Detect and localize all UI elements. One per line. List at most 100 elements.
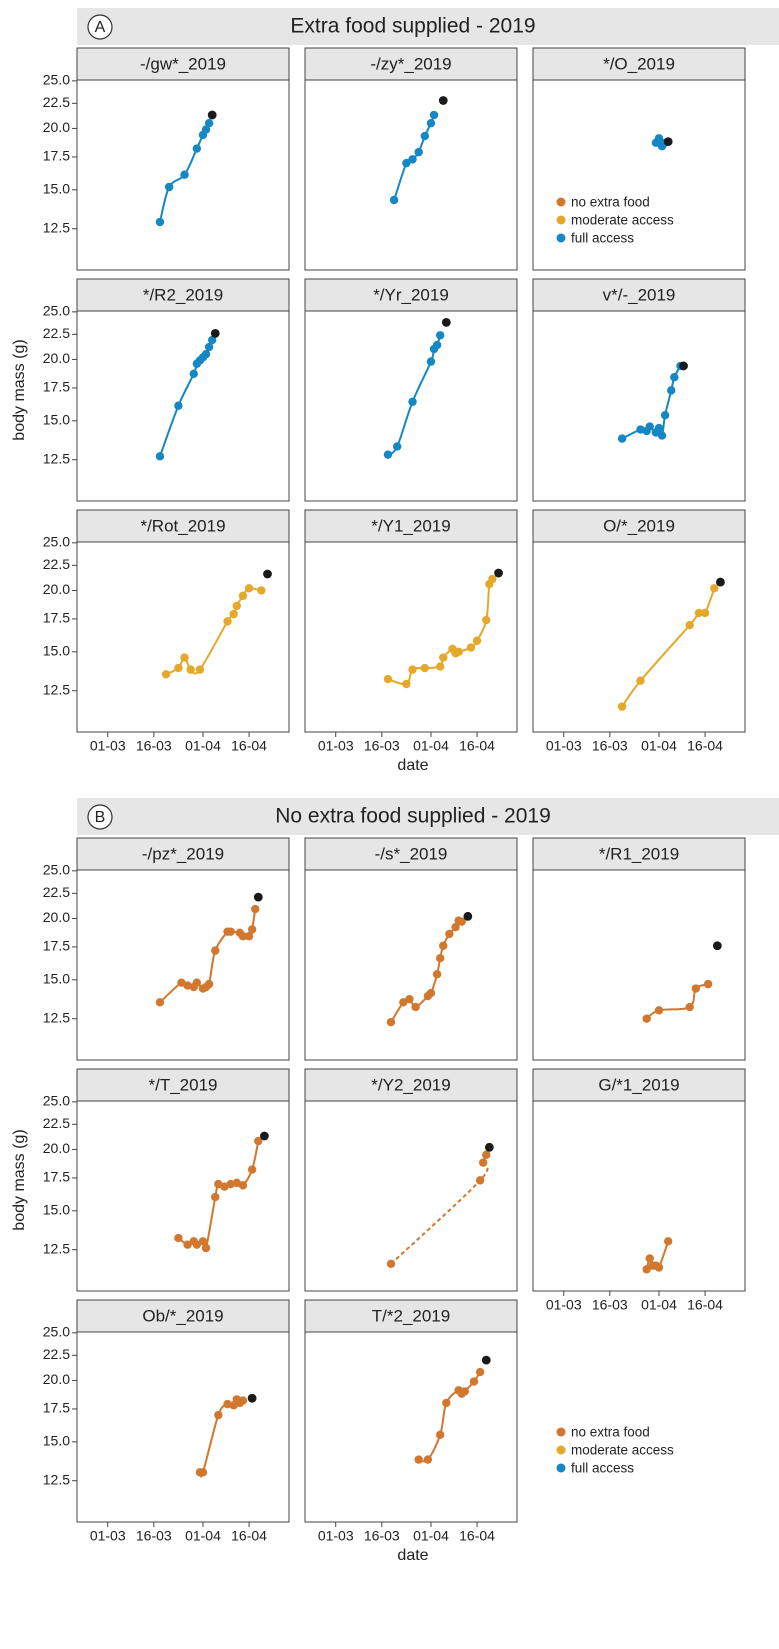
panel-frame: [532, 837, 746, 1061]
legend-label: no extra food: [571, 1425, 650, 1440]
data-point: [654, 134, 664, 143]
data-point: [420, 131, 430, 141]
data-point: [189, 369, 198, 378]
y-tick-label: 22.5: [43, 1115, 70, 1131]
panel: */R2_2019 12.5 15.0 17.5 20.0 22.5 25.0: [43, 278, 290, 502]
data-point: [429, 110, 439, 120]
final-point: [253, 892, 263, 902]
y-tick-label: 12.5: [43, 1009, 70, 1025]
x-tick-label: 01-04: [641, 1297, 677, 1313]
series: [414, 1355, 491, 1464]
panel-title: G/*1_2019: [598, 1075, 679, 1094]
panel-title: -/pz*_2019: [142, 844, 224, 863]
y-tick-label: 12.5: [43, 219, 70, 235]
data-point: [691, 984, 701, 993]
data-point: [451, 922, 460, 932]
panel-title: */T_2019: [149, 1075, 218, 1094]
panel-frame: [76, 278, 290, 502]
panel-strip: [304, 1299, 518, 1333]
data-point: [703, 979, 713, 989]
data-point: [244, 932, 254, 941]
panel: -/s*_2019: [304, 837, 518, 1061]
data-point: [174, 663, 183, 673]
data-point: [617, 434, 627, 443]
data-point: [488, 574, 497, 584]
data-point: [392, 442, 402, 451]
y-tick-label: 17.5: [43, 1400, 70, 1416]
data-point: [201, 1243, 211, 1253]
y-axis-label: body mass (g): [11, 1129, 28, 1230]
data-point: [198, 1468, 208, 1477]
data-point: [654, 1263, 664, 1272]
data-point: [645, 1254, 654, 1263]
legend-swatch: [556, 197, 566, 207]
x-tick-label: 01-03: [318, 738, 354, 754]
y-tick-label: 20.0: [43, 581, 70, 597]
y-tick-label: 22.5: [43, 94, 70, 110]
data-point: [204, 118, 214, 128]
y-tick-label: 25.0: [43, 303, 70, 319]
panel-title: */R2_2019: [143, 285, 223, 304]
y-tick-label: 20.0: [43, 909, 70, 925]
y-tick-label: 15.0: [43, 1202, 70, 1218]
data-point: [694, 608, 704, 618]
panel-title: */Rot_2019: [140, 516, 225, 535]
panel-frame: [532, 47, 746, 271]
panel-strip: [304, 837, 518, 871]
y-tick-label: 25.0: [43, 72, 70, 88]
y-tick-label: 25.0: [43, 534, 70, 550]
final-point: [716, 577, 725, 587]
data-point: [685, 1002, 694, 1012]
panel-title: T/*2_2019: [372, 1306, 450, 1325]
data-point: [402, 679, 411, 689]
data-point: [211, 946, 220, 955]
data-point: [257, 586, 266, 595]
legend-label: full access: [571, 1461, 634, 1476]
series: [617, 361, 688, 443]
legend-label: no extra food: [571, 195, 650, 210]
data-point: [161, 670, 171, 679]
panel-strip: [304, 47, 518, 81]
y-tick-label: 25.0: [43, 1093, 70, 1109]
data-point: [479, 1158, 488, 1167]
series: [386, 911, 473, 1027]
data-point: [408, 397, 417, 406]
panel-frame: [532, 509, 746, 733]
panel-frame: [532, 278, 746, 502]
y-tick-label: 12.5: [43, 1240, 70, 1256]
final-point: [260, 1131, 269, 1141]
data-point: [155, 217, 165, 227]
final-point: [494, 568, 503, 578]
series: [161, 569, 272, 679]
panel-frame: [304, 509, 518, 733]
panel: Ob/*_2019 12.5 15.0 17.5 20.0 22.5 25.0 01-03 16…: [43, 1299, 290, 1544]
data-point: [201, 349, 211, 359]
series: [642, 941, 722, 1023]
data-point: [204, 342, 214, 352]
legend-swatch: [556, 215, 566, 225]
data-point: [180, 653, 189, 662]
x-tick-label: 01-04: [185, 738, 221, 754]
section-label: A: [95, 19, 106, 36]
y-tick-label: 12.5: [43, 450, 70, 466]
x-tick-label: 16-04: [459, 738, 495, 754]
data-point: [466, 643, 476, 652]
panel: */Rot_2019 12.5 15.0 17.5 20.0 22.5 25.0 01-03 1…: [43, 509, 290, 754]
final-point: [247, 1393, 257, 1403]
panel-strip: [76, 47, 290, 81]
y-tick-label: 22.5: [43, 884, 70, 900]
panel-strip: [532, 278, 746, 312]
data-point: [180, 170, 189, 179]
final-point: [679, 361, 688, 371]
panel-frame: [304, 837, 518, 1061]
panel: v*/-_2019: [532, 278, 746, 502]
data-point: [405, 994, 414, 1004]
x-axis-label: date: [397, 757, 428, 774]
data-point: [232, 601, 241, 611]
legend-label: moderate access: [571, 213, 674, 228]
data-point: [254, 1136, 263, 1146]
y-tick-label: 20.0: [43, 1140, 70, 1156]
data-point: [445, 929, 454, 939]
data-point: [223, 617, 232, 626]
data-point: [457, 917, 466, 926]
